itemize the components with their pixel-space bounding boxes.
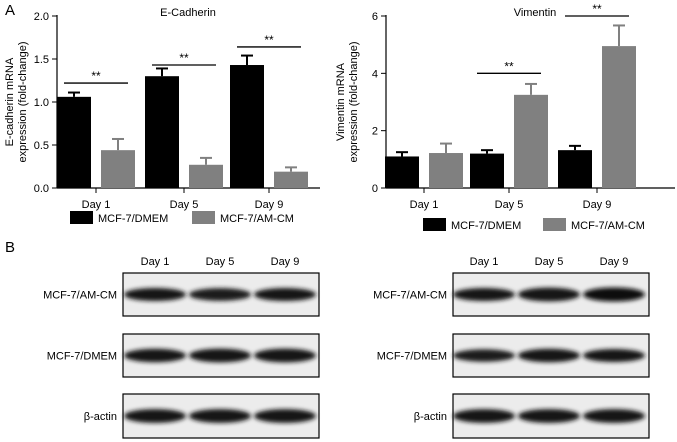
significance-label: **	[91, 69, 101, 83]
x-tick-label: Day 9	[255, 199, 284, 211]
x-tick-label: Day 5	[170, 199, 199, 211]
bar-mcf-7-dmem	[558, 150, 592, 188]
y-axis-label-line: expression (fold-change)	[348, 41, 360, 162]
bar-mcf-7-am-cm	[189, 164, 223, 188]
blot-band	[254, 348, 316, 363]
legend-label: MCF-7/DMEM	[451, 220, 521, 232]
y-tick-label: 1.0	[34, 97, 49, 109]
y-tick-label: 0.0	[34, 183, 49, 195]
legend-label: MCF-7/AM-CM	[571, 220, 645, 232]
legend-label: MCF-7/DMEM	[98, 213, 168, 225]
bar-mcf-7-am-cm	[429, 153, 463, 188]
blot-row-label: MCF-7/DMEM	[377, 351, 447, 363]
significance-label: **	[592, 2, 602, 16]
legend-swatch	[423, 218, 446, 231]
x-tick-label: Day 5	[495, 199, 524, 211]
blot-band	[518, 287, 580, 302]
x-tick-label: Day 1	[410, 199, 439, 211]
y-tick-label: 1.5	[34, 54, 49, 66]
blot-day-label: Day 1	[141, 256, 170, 268]
y-axis-label-line: Vimentin mRNA	[335, 62, 347, 141]
y-axis-label-line: E-cadherin mRNA	[4, 57, 16, 146]
blot-band	[124, 348, 186, 363]
y-tick-label: 4	[372, 68, 378, 80]
blot-band	[124, 409, 186, 423]
blot-band	[518, 348, 580, 363]
y-tick-label: 0.5	[34, 140, 49, 152]
blot-row-label: MCF-7/AM-CM	[373, 290, 447, 302]
blot-band	[124, 287, 186, 302]
bar-mcf-7-dmem	[230, 65, 264, 188]
vimentin-chart: Vimentin Vimentin mRNA expression (fold-ch…	[335, 2, 675, 232]
bar-mcf-7-dmem	[470, 153, 504, 188]
legend-swatch	[70, 211, 93, 224]
legend-swatch	[192, 211, 215, 224]
bar-mcf-7-am-cm	[101, 150, 135, 188]
significance-label: **	[504, 59, 514, 73]
x-tick-label: Day 9	[583, 199, 612, 211]
bar-mcf-7-dmem	[385, 156, 419, 188]
blot-band	[189, 409, 251, 423]
bar-mcf-7-dmem	[145, 76, 179, 188]
blot-band	[189, 288, 251, 301]
blot-row-label: MCF-7/AM-CM	[43, 290, 117, 302]
chart-title: E-Cadherin	[160, 7, 216, 19]
blot-band	[583, 287, 645, 302]
blot-band	[453, 409, 515, 423]
blot-band	[583, 348, 645, 363]
y-tick-label: 2.0	[34, 11, 49, 23]
blot-day-label: Day 5	[206, 256, 235, 268]
y-axis-label-line: expression (fold-change)	[17, 41, 29, 162]
x-tick-label: Day 1	[82, 199, 111, 211]
blot-day-label: Day 9	[600, 256, 629, 268]
significance-label: **	[264, 33, 274, 47]
y-tick-label: 0	[372, 183, 378, 195]
western-blot-right: Day 1 Day 5 Day 9 MCF-7/AM-CM MCF-7/DMEM β-ac…	[373, 256, 650, 439]
legend-label: MCF-7/AM-CM	[220, 213, 294, 225]
blot-band	[254, 287, 316, 302]
bar-mcf-7-am-cm	[274, 171, 308, 188]
blot-row-label: β-actin	[414, 411, 447, 423]
blot-band	[583, 409, 645, 423]
blot-band	[453, 287, 515, 302]
e-cadherin-chart: E-Cadherin E-cadherin mRNA expression (fol…	[4, 7, 320, 225]
bar-mcf-7-am-cm	[602, 46, 636, 188]
blot-band	[254, 409, 316, 423]
blot-band	[453, 349, 515, 362]
panel-label-a: A	[5, 2, 15, 19]
y-tick-label: 6	[372, 11, 378, 23]
blot-band	[189, 348, 251, 363]
significance-label: **	[179, 51, 189, 65]
blot-day-label: Day 9	[271, 256, 300, 268]
blot-row-label: MCF-7/DMEM	[47, 351, 117, 363]
bar-mcf-7-am-cm	[514, 94, 548, 188]
blot-day-label: Day 1	[470, 256, 499, 268]
bar-mcf-7-dmem	[57, 96, 91, 188]
western-blot-left: Day 1 Day 5 Day 9 MCF-7/AM-CM MCF-7/DMEM β-ac…	[43, 256, 320, 439]
blot-band	[518, 409, 580, 423]
blot-row-label: β-actin	[84, 411, 117, 423]
legend-swatch	[543, 218, 566, 231]
panel-label-b: B	[5, 239, 15, 256]
chart-title: Vimentin	[514, 7, 557, 19]
y-tick-label: 2	[372, 126, 378, 138]
blot-day-label: Day 5	[535, 256, 564, 268]
